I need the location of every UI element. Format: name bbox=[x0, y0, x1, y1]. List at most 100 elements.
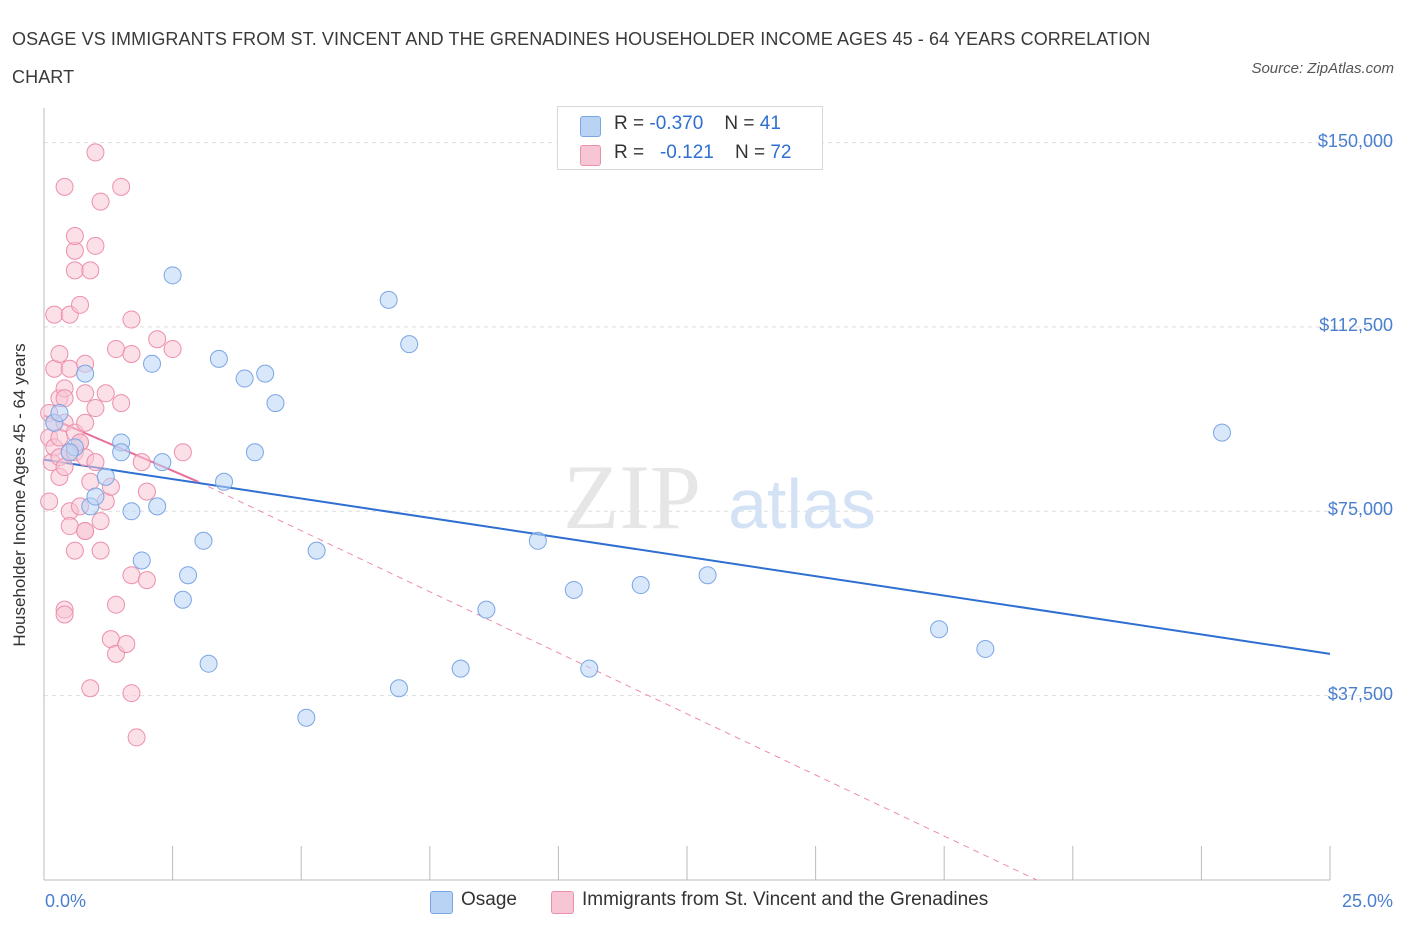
point-immigrants bbox=[107, 340, 126, 359]
point-osage bbox=[245, 443, 264, 462]
point-osage bbox=[132, 551, 151, 570]
point-osage bbox=[148, 497, 167, 516]
point-immigrants bbox=[86, 236, 105, 255]
series-label-osage: Osage bbox=[461, 889, 517, 910]
point-osage bbox=[122, 502, 141, 521]
series-swatch-osage bbox=[430, 891, 453, 914]
point-immigrants bbox=[81, 679, 100, 698]
point-osage bbox=[199, 654, 218, 673]
y-tick-label: $112,500 bbox=[1319, 314, 1393, 335]
data-points bbox=[40, 143, 1231, 747]
point-osage bbox=[631, 576, 650, 595]
point-immigrants bbox=[112, 177, 131, 196]
point-osage bbox=[194, 531, 213, 550]
point-immigrants bbox=[50, 344, 69, 363]
legend-swatch-osage bbox=[580, 116, 601, 137]
point-osage bbox=[215, 472, 234, 491]
legend-r-value: -0.121 bbox=[659, 142, 714, 163]
point-immigrants bbox=[148, 330, 167, 349]
point-osage bbox=[96, 467, 115, 486]
y-tick-label: $75,000 bbox=[1327, 499, 1393, 520]
point-osage bbox=[235, 369, 254, 388]
point-osage bbox=[307, 541, 326, 560]
point-osage bbox=[60, 443, 79, 462]
point-immigrants bbox=[45, 305, 64, 324]
point-osage bbox=[179, 566, 198, 585]
point-immigrants bbox=[55, 605, 74, 624]
watermark-zip: ZIP bbox=[563, 446, 701, 548]
point-immigrants bbox=[163, 340, 182, 359]
point-immigrants bbox=[96, 384, 115, 403]
point-immigrants bbox=[107, 595, 126, 614]
point-osage bbox=[698, 566, 717, 585]
point-immigrants bbox=[65, 226, 84, 245]
chart-source: Source: ZipAtlas.com bbox=[1251, 60, 1394, 77]
point-osage bbox=[163, 266, 182, 285]
point-immigrants bbox=[122, 684, 141, 703]
legend-n-value: 41 bbox=[759, 113, 781, 134]
point-osage bbox=[209, 349, 228, 368]
point-immigrants bbox=[91, 192, 110, 211]
y-tick-label: $150,000 bbox=[1317, 130, 1393, 151]
watermark: ZIP atlas bbox=[563, 446, 876, 548]
point-immigrants bbox=[40, 492, 59, 511]
watermark-atlas: atlas bbox=[728, 465, 876, 543]
point-immigrants bbox=[137, 482, 156, 501]
point-immigrants bbox=[127, 728, 146, 747]
correlation-legend: R = -0.370 N = 41 R = -0.121 N = 72 bbox=[557, 106, 823, 170]
point-immigrants bbox=[122, 310, 141, 329]
point-immigrants bbox=[60, 517, 79, 536]
grid-lines bbox=[44, 142, 1392, 697]
point-immigrants bbox=[76, 521, 95, 540]
point-immigrants bbox=[122, 566, 141, 585]
point-osage bbox=[379, 290, 398, 309]
point-osage bbox=[297, 708, 316, 727]
chart-title: OSAGE VS IMMIGRANTS FROM ST. VINCENT AND… bbox=[12, 29, 1151, 87]
x-tick-label-max: 25.0% bbox=[1341, 891, 1393, 911]
legend-n-value: 72 bbox=[770, 142, 792, 163]
point-immigrants bbox=[65, 261, 84, 280]
point-immigrants bbox=[122, 344, 141, 363]
point-immigrants bbox=[173, 443, 192, 462]
point-immigrants bbox=[81, 261, 100, 280]
point-immigrants bbox=[86, 453, 105, 472]
legend-n-label: N = bbox=[724, 113, 755, 134]
axes bbox=[43, 108, 1331, 881]
series-label-immigrants: Immigrants from St. Vincent and the Gren… bbox=[582, 889, 989, 910]
legend-swatch-immigrants bbox=[580, 145, 601, 166]
point-osage bbox=[451, 659, 470, 678]
legend-r-label: R = bbox=[614, 113, 645, 134]
trend-line-osage bbox=[43, 458, 1331, 655]
point-osage bbox=[1212, 423, 1231, 442]
point-osage bbox=[112, 443, 131, 462]
point-osage bbox=[86, 487, 105, 506]
point-osage bbox=[400, 335, 419, 354]
point-osage bbox=[173, 590, 192, 609]
point-immigrants bbox=[65, 541, 84, 560]
point-osage bbox=[477, 600, 496, 619]
point-immigrants bbox=[55, 177, 74, 196]
point-osage bbox=[50, 403, 69, 422]
x-tick-label-min: 0.0% bbox=[45, 891, 87, 911]
point-osage bbox=[143, 354, 162, 373]
point-immigrants bbox=[132, 453, 151, 472]
point-osage bbox=[580, 659, 599, 678]
point-immigrants bbox=[137, 571, 156, 590]
trend-line-immigrants-extension bbox=[198, 481, 1038, 881]
point-osage bbox=[389, 679, 408, 698]
point-immigrants bbox=[76, 413, 95, 432]
point-immigrants bbox=[86, 143, 105, 162]
point-osage bbox=[76, 364, 95, 383]
point-immigrants bbox=[112, 394, 131, 413]
point-immigrants bbox=[117, 635, 136, 654]
point-osage bbox=[930, 620, 949, 639]
legend-r-label: R = bbox=[614, 142, 645, 163]
point-osage bbox=[528, 531, 547, 550]
legend-r-value: -0.370 bbox=[649, 113, 704, 134]
point-osage bbox=[153, 453, 172, 472]
point-immigrants bbox=[71, 295, 90, 314]
series-swatch-immigrants bbox=[551, 891, 574, 914]
point-immigrants bbox=[91, 512, 110, 531]
point-immigrants bbox=[76, 384, 95, 403]
point-immigrants bbox=[60, 359, 79, 378]
